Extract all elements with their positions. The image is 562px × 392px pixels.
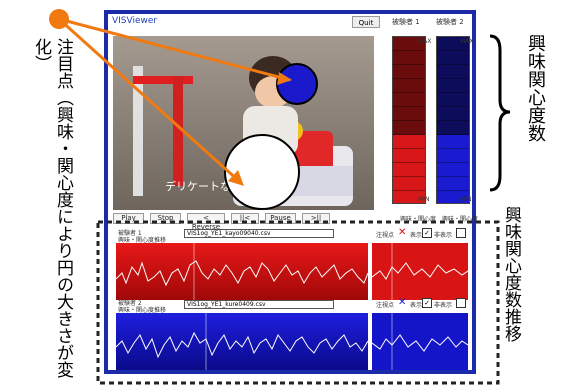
subject1-hide-checkbox[interactable]	[456, 228, 466, 238]
annotation-left: 注目点（興味・関心度により円の大きさが変化）	[31, 38, 73, 378]
subject1-trend-line	[116, 260, 368, 287]
meter-segment	[393, 37, 425, 51]
meter-segment	[393, 121, 425, 135]
meter-segment	[393, 191, 425, 203]
subject1-attn-label: 注視点	[376, 232, 395, 239]
meter-right-min: MIN	[460, 196, 472, 203]
meter-segment	[437, 177, 469, 191]
subject2-show-checkbox[interactable]: ✓	[422, 298, 432, 308]
meter-left-caption: 興味・関心度	[400, 216, 437, 223]
quit-button[interactable]: Quit	[352, 16, 380, 28]
pointer-dot	[49, 9, 69, 29]
subject2-mini-graph	[372, 313, 468, 370]
meter-segment	[393, 65, 425, 79]
meter-segment	[393, 107, 425, 121]
subject2-hide-checkbox[interactable]	[456, 298, 466, 308]
gaze-circle-subject1	[224, 134, 300, 210]
app-title: VISViewer	[112, 16, 158, 26]
subject2-trend-line	[116, 331, 368, 359]
meter-segment	[437, 135, 469, 149]
meter-segment	[437, 37, 469, 51]
meter-segment	[437, 149, 469, 163]
meter-segment	[437, 191, 469, 203]
meter-right	[436, 36, 470, 204]
meter-segment	[437, 163, 469, 177]
gaze-circle-subject2	[276, 63, 318, 105]
meter-segment	[393, 51, 425, 65]
subject1-hide-label: 非表示	[434, 232, 453, 239]
meter-segment	[393, 135, 425, 149]
meter-segment	[393, 79, 425, 93]
pointer-arrow-1	[277, 72, 292, 85]
meter-left-label: 被験者 1	[392, 18, 420, 26]
pointer-line-2	[57, 17, 242, 184]
meter-right-label: 被験者 2	[436, 18, 464, 26]
meter-right-max: MAX	[460, 38, 474, 45]
subject2-attn-label: 注視点	[376, 302, 395, 309]
subject2-show-label: 表示	[410, 302, 423, 309]
subject1-file-field[interactable]: VIS1og_YE1_kayo09040.csv	[184, 229, 334, 238]
meter-segment	[393, 93, 425, 107]
meter-segment	[437, 107, 469, 121]
brace-icon	[489, 34, 511, 192]
subject1-show-label: 表示	[410, 232, 423, 239]
meter-segment	[437, 79, 469, 93]
meter-left-max: MAX	[418, 38, 432, 45]
subject2-file-field[interactable]: VIS1og_YE1_kure0409.csv	[184, 300, 334, 309]
meter-segment	[437, 51, 469, 65]
pointer-line-1	[58, 17, 291, 82]
subject1-label: 被験者 1	[118, 230, 142, 237]
meter-segment	[437, 121, 469, 135]
subject1-mini-graph	[372, 243, 468, 300]
subject2-hide-label: 非表示	[434, 302, 453, 309]
meter-right-caption: 興味・関心度	[442, 216, 479, 223]
meter-segment	[393, 163, 425, 177]
subject2-graph	[116, 313, 368, 370]
subject1-graph	[116, 243, 368, 300]
subject1-cross-icon: ✕	[398, 227, 407, 238]
subject2-sublabel: 興味・関心度推移	[118, 307, 167, 314]
subject1-sublabel: 興味・関心度推移	[118, 237, 167, 244]
meter-segment	[437, 65, 469, 79]
meter-left-min: MIN	[418, 196, 430, 203]
meter-segment	[437, 93, 469, 107]
subject1-show-checkbox[interactable]: ✓	[422, 228, 432, 238]
annotation-right-bottom: 興味関心度数推移	[501, 206, 521, 342]
pointer-arrow-2	[228, 170, 244, 186]
annotation-right-top: 興味関心度数	[525, 34, 546, 142]
graphs-dashed-frame	[96, 220, 500, 385]
subject2-cross-icon: ✕	[398, 297, 407, 308]
subject2-label: 被験者 2	[118, 300, 142, 307]
meter-segment	[393, 149, 425, 163]
meter-segment	[393, 177, 425, 191]
meter-left	[392, 36, 426, 204]
